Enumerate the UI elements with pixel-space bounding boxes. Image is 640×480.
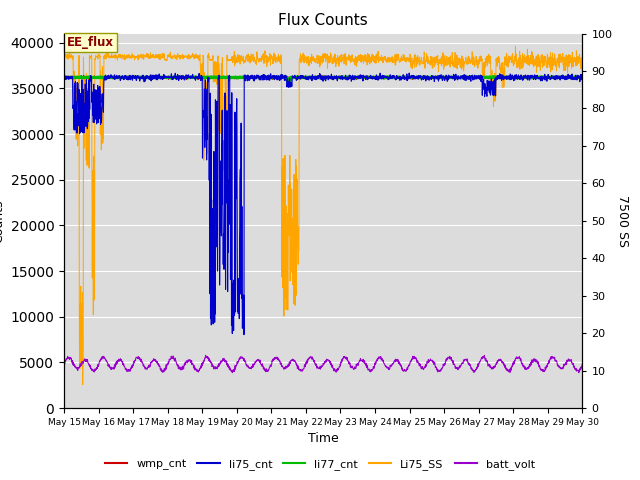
- Y-axis label: Counts: Counts: [0, 199, 5, 242]
- Title: Flux Counts: Flux Counts: [278, 13, 368, 28]
- Legend: wmp_cnt, li75_cnt, li77_cnt, Li75_SS, batt_volt: wmp_cnt, li75_cnt, li77_cnt, Li75_SS, ba…: [100, 455, 540, 474]
- Text: EE_flux: EE_flux: [67, 36, 114, 49]
- Y-axis label: 7500 SS: 7500 SS: [616, 195, 629, 247]
- X-axis label: Time: Time: [308, 432, 339, 445]
